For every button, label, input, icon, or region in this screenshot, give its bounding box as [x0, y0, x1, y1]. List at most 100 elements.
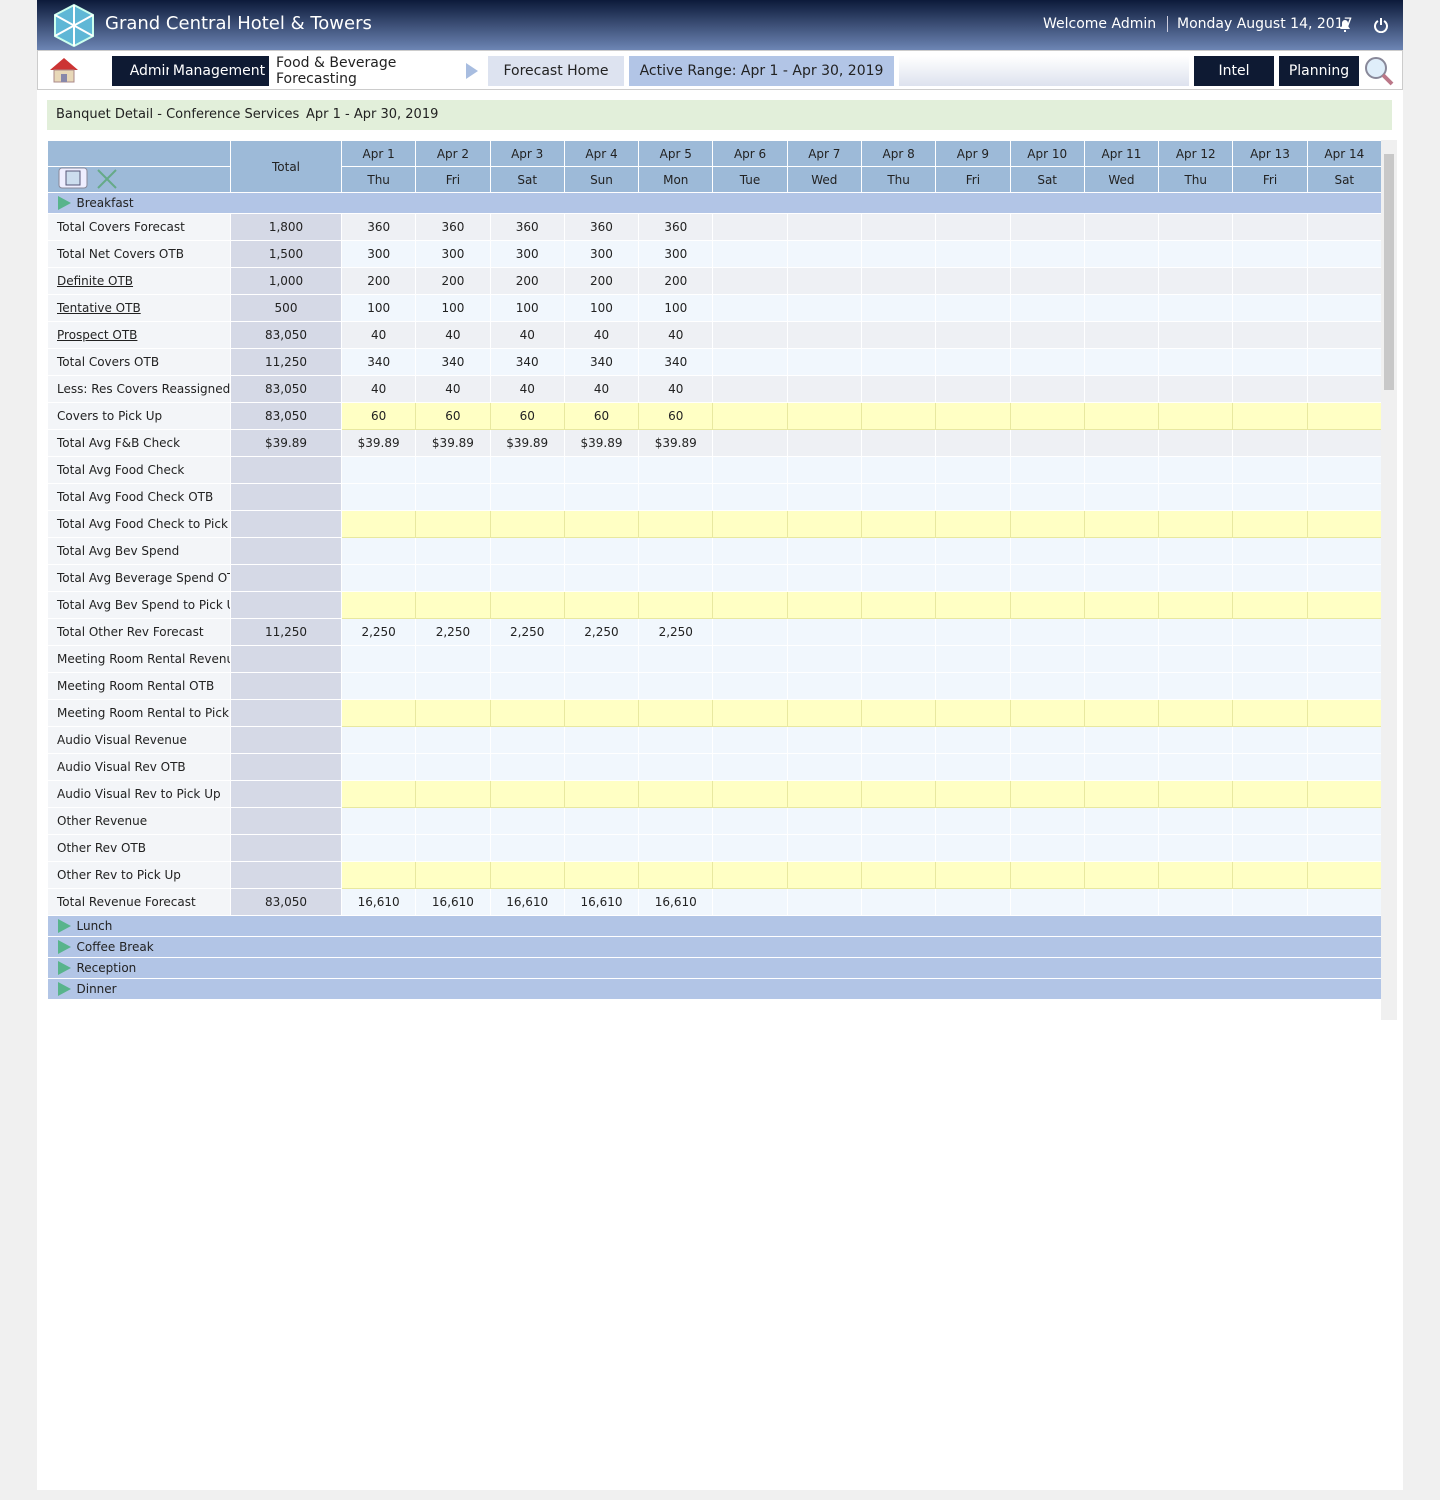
day-cell[interactable] — [786, 510, 862, 538]
day-cell[interactable] — [935, 591, 1011, 619]
day-cell[interactable] — [415, 699, 491, 727]
day-cell[interactable] — [340, 699, 417, 727]
expand-arrow[interactable] — [57, 940, 71, 955]
section-row[interactable]: Dinner — [47, 978, 1382, 1000]
section-row[interactable]: Reception — [47, 957, 1382, 979]
home-icon[interactable] — [48, 56, 80, 84]
day-cell[interactable]: 60 — [340, 402, 417, 430]
bell-icon[interactable] — [1337, 17, 1353, 33]
day-cell[interactable] — [860, 699, 937, 727]
day-cell[interactable] — [415, 780, 491, 808]
day-cell[interactable] — [935, 402, 1011, 430]
management-button[interactable]: Management — [169, 56, 269, 86]
day-cell[interactable] — [1009, 780, 1085, 808]
day-cell[interactable] — [1158, 699, 1234, 727]
section-row[interactable]: Coffee Break — [47, 936, 1382, 958]
day-cell[interactable] — [786, 780, 862, 808]
day-cell[interactable] — [489, 699, 565, 727]
day-cell[interactable] — [712, 780, 788, 808]
day-cell[interactable] — [415, 861, 491, 889]
day-cell[interactable] — [1306, 591, 1382, 619]
day-cell[interactable] — [860, 402, 937, 430]
search-field[interactable] — [899, 56, 1189, 86]
expand-arrow[interactable] — [57, 961, 71, 976]
day-cell[interactable] — [1232, 780, 1308, 808]
expand-arrow[interactable] — [57, 982, 71, 997]
day-cell[interactable] — [786, 861, 862, 889]
day-cell[interactable] — [712, 861, 788, 889]
day-cell[interactable] — [1306, 780, 1382, 808]
section-row[interactable]: Breakfast — [47, 192, 1382, 214]
search-icon[interactable] — [1363, 55, 1395, 87]
row-label[interactable]: Tentative OTB — [47, 294, 231, 322]
day-cell[interactable] — [638, 861, 714, 889]
day-cell[interactable] — [340, 510, 417, 538]
scroll-thumb[interactable] — [1384, 154, 1394, 390]
day-cell[interactable] — [1083, 699, 1160, 727]
day-cell[interactable] — [1083, 780, 1160, 808]
day-cell[interactable] — [786, 402, 862, 430]
day-cell[interactable] — [1158, 510, 1234, 538]
day-cell[interactable] — [340, 861, 417, 889]
day-cell[interactable] — [563, 699, 640, 727]
day-cell[interactable] — [638, 699, 714, 727]
day-cell[interactable] — [1009, 861, 1085, 889]
day-cell[interactable] — [935, 861, 1011, 889]
day-cell[interactable] — [638, 591, 714, 619]
day-cell[interactable] — [1158, 861, 1234, 889]
day-cell[interactable] — [712, 402, 788, 430]
day-cell[interactable] — [786, 699, 862, 727]
day-cell[interactable]: 60 — [415, 402, 491, 430]
day-cell[interactable] — [935, 510, 1011, 538]
day-cell[interactable] — [563, 591, 640, 619]
day-cell[interactable] — [489, 510, 565, 538]
day-cell[interactable] — [638, 510, 714, 538]
section-row[interactable]: Lunch — [47, 915, 1382, 937]
day-cell[interactable] — [340, 780, 417, 808]
planning-button[interactable]: Planning — [1279, 56, 1359, 86]
scrollbar[interactable] — [1381, 140, 1397, 1020]
day-cell[interactable] — [1009, 699, 1085, 727]
power-icon[interactable] — [1373, 17, 1389, 33]
day-cell[interactable] — [415, 591, 491, 619]
day-cell[interactable] — [860, 780, 937, 808]
day-cell[interactable] — [1083, 510, 1160, 538]
day-cell[interactable] — [786, 591, 862, 619]
welcome[interactable]: Welcome Admin — [1043, 16, 1157, 32]
day-cell[interactable] — [1083, 402, 1160, 430]
day-cell[interactable] — [1306, 510, 1382, 538]
day-cell[interactable] — [1158, 402, 1234, 430]
day-cell[interactable] — [1232, 861, 1308, 889]
day-cell[interactable] — [1232, 402, 1308, 430]
day-cell[interactable] — [415, 510, 491, 538]
tool-icons[interactable] — [58, 167, 126, 189]
day-cell[interactable] — [1009, 402, 1085, 430]
day-cell[interactable] — [563, 861, 640, 889]
day-cell[interactable] — [1009, 510, 1085, 538]
day-cell[interactable] — [1306, 699, 1382, 727]
expand-arrow[interactable] — [57, 196, 71, 211]
breadcrumb[interactable]: Food & Beverage Forecasting — [276, 55, 397, 87]
day-cell[interactable] — [1158, 780, 1234, 808]
day-cell[interactable] — [860, 591, 937, 619]
day-cell[interactable] — [712, 510, 788, 538]
day-cell[interactable] — [1232, 699, 1308, 727]
row-label[interactable]: Definite OTB — [47, 267, 231, 295]
day-cell[interactable] — [340, 591, 417, 619]
day-cell[interactable] — [1083, 591, 1160, 619]
day-cell[interactable] — [1232, 591, 1308, 619]
day-cell[interactable] — [1083, 861, 1160, 889]
day-cell[interactable]: 60 — [638, 402, 714, 430]
day-cell[interactable] — [1009, 591, 1085, 619]
day-cell[interactable]: 60 — [489, 402, 565, 430]
intel-button[interactable]: Intel — [1194, 56, 1274, 86]
row-label[interactable]: Prospect OTB — [47, 321, 231, 349]
day-cell[interactable] — [1306, 861, 1382, 889]
day-cell[interactable] — [712, 699, 788, 727]
day-cell[interactable] — [1306, 402, 1382, 430]
day-cell[interactable] — [638, 780, 714, 808]
day-cell[interactable] — [489, 780, 565, 808]
day-cell[interactable] — [1158, 591, 1234, 619]
day-cell[interactable] — [935, 699, 1011, 727]
day-cell[interactable] — [935, 780, 1011, 808]
